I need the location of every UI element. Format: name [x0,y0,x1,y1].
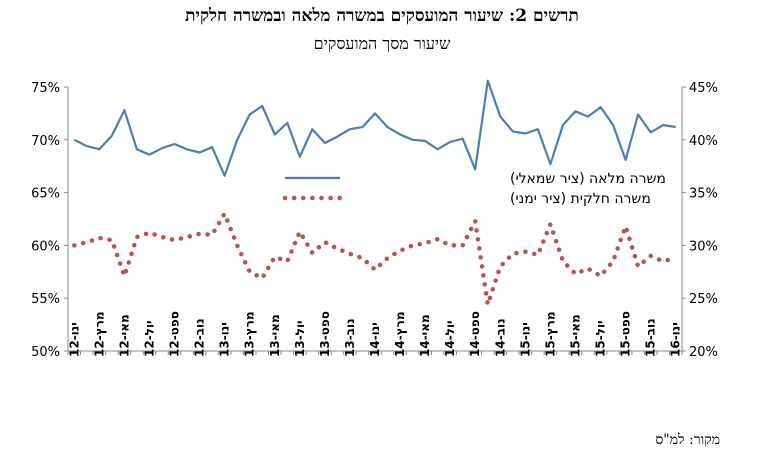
x-tick-label: נוב-13 [343,318,357,357]
x-tick-group: נוב-12 [193,318,207,357]
x-tick-label: מאי-13 [268,314,282,357]
x-tick-group: ינו-14 [368,322,382,357]
y-right-tick-label: 35% [689,187,718,202]
x-tick-label: נוב-15 [644,318,658,357]
x-axis: ינו-12 מרץ-12 מאי-12 יול-12 ספט-12 נוב-12 ינו-… [67,311,682,357]
x-tick-label: ינו-16 [669,322,683,357]
y-left-tick-label: 60% [31,239,60,254]
x-tick-label: ינו-12 [67,322,81,357]
y-left-tick-label: 75% [31,81,60,96]
x-tick-group: נוב-15 [644,318,658,357]
x-tick-group: יול-13 [293,320,307,357]
x-tick-group: ינו-13 [218,322,232,357]
x-tick-group: מרץ-13 [243,311,257,357]
x-tick-label: מאי-14 [418,314,432,357]
x-tick-group: נוב-14 [493,318,507,357]
x-tick-group: יול-12 [142,320,156,357]
left-y-axis: 50% 55% 60% 65% 70% 75% [31,81,68,360]
y-right-tick-label: 30% [689,239,718,254]
series-layer [72,79,678,306]
y-left-tick-label: 55% [31,292,60,307]
x-tick-label: יול-14 [443,320,457,357]
legend-part-time-label: משרה חלקית (ציר ימני) [510,191,651,207]
series-part-time-line [72,208,678,306]
x-tick-label: ינו-14 [368,322,382,357]
y-left-tick-label: 70% [31,134,60,149]
x-tick-label: ינו-15 [518,322,532,357]
x-tick-label: מרץ-12 [92,311,106,357]
x-tick-label: ספט-14 [468,311,482,357]
x-tick-group: ינו-12 [67,322,81,357]
legend-full-time-label: משרה מלאה (ציר שמאלי) [510,171,666,187]
x-tick-label: ספט-12 [168,311,182,357]
x-tick-group: מרץ-15 [543,311,557,357]
chart-subtitle: שיעור מסך המועסקים [313,34,451,53]
x-tick-group: מאי-14 [418,314,432,357]
y-right-tick-label: 40% [689,134,718,149]
x-tick-label: ספט-15 [619,311,633,357]
x-tick-label: ספט-13 [318,311,332,357]
x-tick-group: ספט-12 [168,311,182,357]
x-tick-label: מרץ-13 [243,311,257,357]
source-note: מקור: למ"ס [655,432,720,448]
x-tick-label: ינו-13 [218,322,232,357]
x-tick-group: יול-15 [594,320,608,357]
x-tick-label: מרץ-14 [393,311,407,357]
x-tick-group: ספט-14 [468,311,482,357]
x-tick-label: יול-15 [594,320,608,357]
x-tick-group: יול-14 [443,320,457,357]
x-tick-group: מרץ-12 [92,311,106,357]
x-tick-group: מאי-12 [117,314,131,357]
x-tick-label: מאי-15 [568,314,582,357]
x-tick-group: ינו-15 [518,322,532,357]
y-left-tick-label: 65% [31,187,60,202]
x-tick-label: מרץ-15 [543,311,557,357]
y-right-tick-label: 25% [689,292,718,307]
x-tick-label: מאי-12 [117,314,131,357]
x-tick-group: ינו-16 [669,322,683,357]
x-tick-label: נוב-14 [493,318,507,357]
x-tick-group: ספט-15 [619,311,633,357]
y-left-tick-label: 50% [31,345,60,360]
y-right-tick-label: 20% [689,345,718,360]
chart-title: תרשים 2: שיעור המועסקים במשרה מלאה ובמשר… [185,6,579,26]
x-tick-group: מרץ-14 [393,311,407,357]
x-tick-group: ספט-13 [318,311,332,357]
right-y-axis: 20% 25% 30% 35% 40% 45% [682,81,718,360]
x-tick-label: יול-12 [142,320,156,357]
x-tick-group: נוב-13 [343,318,357,357]
series-full-time-line [73,79,676,177]
y-right-tick-label: 45% [689,81,718,96]
axes [67,87,683,352]
x-tick-group: מאי-13 [268,314,282,357]
x-tick-group: מאי-15 [568,314,582,357]
x-tick-label: יול-13 [293,320,307,357]
legend: משרה מלאה (ציר שמאלי) משרה חלקית (ציר ימנ… [282,171,666,207]
x-tick-label: נוב-12 [193,318,207,357]
